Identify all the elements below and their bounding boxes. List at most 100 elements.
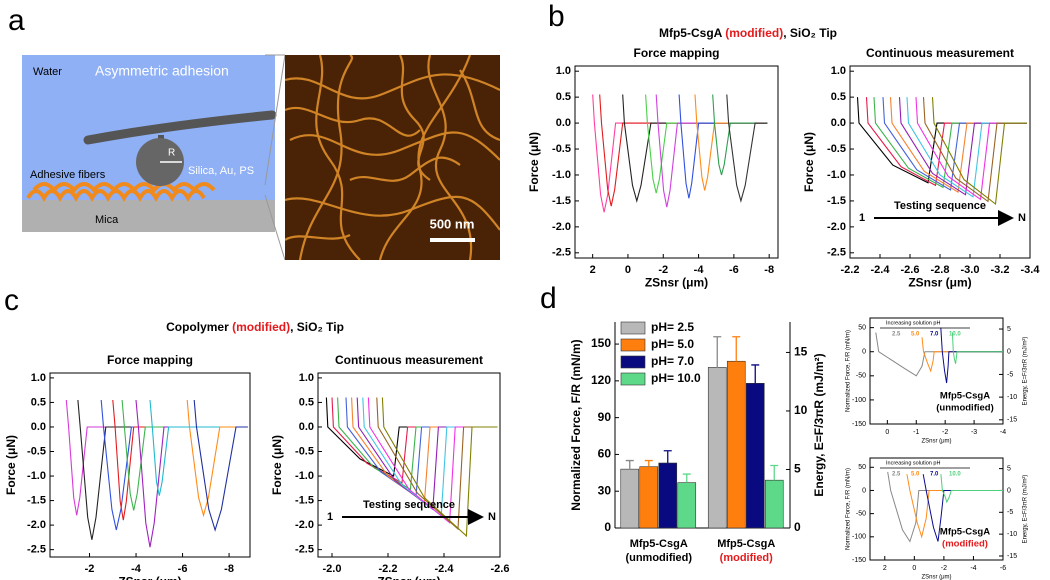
x-tick-label: -4 — [131, 563, 142, 575]
x-axis-title: ZSnsr (μm) — [921, 438, 951, 444]
y-axis-title: Force (μN) — [802, 132, 816, 192]
x-tick-label: -2.4 — [435, 563, 455, 575]
y-tick-label: -1.0 — [27, 470, 46, 482]
legend-swatch — [620, 321, 646, 335]
title-highlight: (modified) — [232, 320, 290, 334]
force-curve — [940, 474, 1003, 504]
y-tick-label: 1.0 — [556, 65, 571, 77]
force-curve — [186, 399, 248, 518]
y-tick-label: -2.0 — [295, 519, 314, 531]
x-tick-label: -2.0 — [323, 563, 342, 575]
force-curve — [655, 94, 768, 208]
scale-bar-label: 500 nm — [430, 216, 475, 231]
x-axis-title: ZSnsr (μm) — [921, 574, 951, 580]
annotation: Testing sequence — [894, 200, 986, 212]
y-tick-label: 0.5 — [831, 91, 846, 103]
y-axis-title: Force (μN) — [270, 435, 284, 495]
force-curve — [931, 97, 1027, 206]
force-curve — [889, 97, 1027, 194]
y2-axis-title: Energy, E=F/3πR (mJ/m²) — [812, 353, 826, 496]
panel-title: Mfp5-CsgA (modified), SiO₂ Tip — [659, 26, 837, 40]
x-tick-label: -8 — [764, 264, 774, 276]
y2-tick-label: -5 — [1007, 509, 1013, 516]
x-tick-label: 2 — [883, 565, 887, 572]
cantilever — [83, 110, 277, 145]
y-tick-label: 0.5 — [299, 396, 314, 408]
x-axis-title: ZSnsr (μm) — [118, 574, 181, 580]
force-curve — [921, 337, 1003, 373]
y-tick-label: 0 — [604, 520, 611, 534]
legend-swatch — [620, 372, 646, 386]
force-curve — [193, 399, 248, 532]
x-tick-label: -8 — [224, 563, 234, 575]
y-tick-label: 50 — [858, 324, 866, 331]
force-curve — [875, 332, 1003, 377]
scale-bar — [430, 238, 475, 242]
y-tick-label: 0.0 — [299, 421, 314, 433]
y2-tick-label: -15 — [1007, 553, 1017, 560]
y-tick-label: 0 — [862, 349, 866, 356]
y2-tick-label: -10 — [1007, 531, 1017, 538]
x-tick-label: 0 — [625, 264, 631, 276]
annotation: N — [1018, 212, 1026, 224]
force-curve — [873, 97, 1027, 189]
y2-axis-title: Energy, E=F/3πR (mJ/m²) — [1023, 337, 1029, 406]
x-tick-label: -3.0 — [961, 264, 980, 276]
force-curve — [951, 332, 1003, 364]
force-curve — [100, 399, 248, 531]
y2-tick-label: -15 — [1007, 417, 1017, 424]
x-tick-label: -6 — [1000, 565, 1006, 572]
chart: 0 30 60 90 120 150 0 5 10 15 Normalized Force, F/R… — [569, 320, 826, 564]
force-curve — [351, 397, 498, 504]
y-tick-label: 0.5 — [31, 396, 46, 408]
y-axis-title: Normalized Force, F/R (mN/m) — [846, 330, 852, 412]
label: R — [168, 148, 175, 159]
title-text: Copolymer — [166, 320, 232, 334]
error-bar — [663, 450, 672, 464]
y2-tick-label: 5 — [1007, 326, 1011, 333]
y-tick-label: -1.5 — [27, 494, 46, 506]
y-tick-label: -2.5 — [295, 544, 314, 556]
note: (modified) — [942, 539, 988, 550]
y-tick-label: -0.5 — [295, 445, 314, 457]
note: (unmodified) — [936, 403, 994, 414]
x-tick-label: -2.2 — [379, 563, 398, 575]
y-tick-label: -0.5 — [27, 445, 46, 457]
y2-tick-label: 0 — [1007, 487, 1011, 494]
panel-title: Copolymer (modified), SiO₂ Tip — [166, 320, 344, 334]
y2-tick-label: 10 — [794, 403, 808, 417]
ph-label: 7.0 — [930, 332, 939, 338]
afm-image — [285, 55, 500, 260]
y2-tick-label: 0 — [794, 520, 801, 534]
x-tick-label: -3 — [971, 429, 977, 436]
force-curve — [940, 327, 1003, 384]
x-tick-label: -2 — [941, 565, 947, 572]
x-tick-sublabel: (modified) — [720, 552, 773, 564]
y-tick-label: -1.5 — [827, 195, 846, 207]
y-tick-label: 50 — [858, 464, 866, 471]
chart: 1.0 0.5 0.0 -0.5 -1.0 -1.5 -2.0 -2.5 Force (μN) C… — [802, 46, 1040, 289]
bar — [726, 360, 746, 529]
x-tick-label: -3.4 — [1021, 264, 1041, 276]
y2-tick-label: 5 — [794, 462, 801, 476]
y-tick-label: 30 — [598, 483, 612, 497]
y-tick-label: 1.0 — [31, 372, 46, 384]
y-tick-label: -2.0 — [827, 221, 846, 233]
title-tail: , SiO₂ Tip — [783, 26, 837, 40]
ph-label: 5.0 — [911, 472, 920, 478]
force-curve — [887, 471, 1003, 543]
error-bar — [682, 473, 691, 483]
y-tick-label: -0.5 — [827, 143, 846, 155]
bar — [658, 462, 678, 529]
plot-frame — [869, 317, 1004, 425]
legend-label: pH= 5.0 — [651, 337, 694, 351]
chart-title: Force mapping — [633, 46, 719, 60]
x-tick-label: 0 — [885, 429, 889, 436]
chart-title: Force mapping — [107, 353, 193, 367]
x-tick-label: -2.2 — [841, 264, 860, 276]
chart: 1.0 0.5 0.0 -0.5 -1.0 -1.5 -2.0 -2.5 Force (μN) F… — [527, 46, 779, 289]
title-highlight: (modified) — [725, 26, 783, 40]
x-tick-label: -2 — [942, 429, 948, 436]
y-axis-title: Force (μN) — [4, 435, 18, 495]
